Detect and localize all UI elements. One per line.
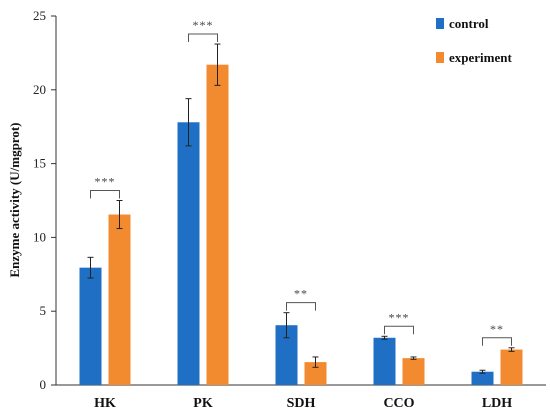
y-tick-label: 0 [40, 377, 47, 392]
bar-experiment-ldh [500, 349, 523, 385]
error-bar-control-cco [381, 335, 388, 340]
x-tick-label: PK [193, 396, 213, 411]
y-axis-label: Enzyme activity (U/mgprot) [7, 122, 22, 277]
error-bar-experiment-sdh [312, 356, 319, 368]
error-bar-experiment-pk [214, 43, 221, 86]
significance-bracket-hk: *** [90, 175, 120, 199]
x-tick-label: HK [94, 396, 116, 411]
error-bar-experiment-ldh [508, 347, 515, 352]
y-tick-label: 25 [33, 8, 46, 23]
legend-swatch-control [436, 18, 444, 29]
significance-label: *** [95, 175, 116, 189]
x-tick-label: LDH [482, 396, 512, 411]
bar-experiment-hk [108, 214, 131, 385]
bars [79, 64, 523, 385]
error-bar-control-ldh [479, 369, 486, 374]
error-bars [87, 43, 515, 374]
significance-label: *** [193, 18, 214, 32]
significance-label: ** [294, 287, 308, 301]
x-tick-label: SDH [287, 396, 316, 411]
error-bar-experiment-hk [116, 200, 123, 230]
bar-control-ldh [471, 371, 494, 385]
bar-control-sdh [275, 325, 298, 385]
significance-bracket-sdh: ** [286, 287, 316, 311]
bar-control-cco [373, 337, 396, 385]
bar-experiment-cco [402, 358, 425, 385]
error-bar-control-pk [185, 98, 192, 147]
significance-bracket-ldh: ** [482, 322, 512, 346]
significance-label: ** [490, 322, 504, 336]
category-labels: HK PK SDH CCO LDH [94, 396, 512, 411]
y-ticks: 0 5 10 15 20 25 [33, 8, 56, 392]
legend-label-control: control [449, 16, 489, 31]
bar-control-hk [79, 267, 102, 385]
y-tick-label: 5 [40, 303, 47, 318]
y-tick-label: 10 [33, 229, 46, 244]
axes [55, 16, 546, 386]
bar-control-pk [177, 122, 200, 385]
y-tick-label: 15 [33, 156, 46, 171]
x-tick-label: CCO [383, 396, 414, 411]
significance-bracket-pk: *** [188, 18, 218, 43]
y-tick-label: 20 [33, 82, 46, 97]
error-bar-control-hk [87, 256, 94, 279]
legend-swatch-experiment [436, 52, 444, 63]
legend-label-experiment: experiment [449, 50, 512, 65]
significance-markers: ************* [90, 18, 512, 346]
significance-label: *** [389, 310, 410, 324]
legend: control experiment [436, 16, 512, 65]
error-bar-experiment-cco [410, 356, 417, 360]
bar-experiment-sdh [304, 362, 327, 385]
error-bar-control-sdh [283, 312, 290, 339]
significance-bracket-cco: *** [384, 310, 414, 335]
bar-experiment-pk [206, 64, 229, 385]
